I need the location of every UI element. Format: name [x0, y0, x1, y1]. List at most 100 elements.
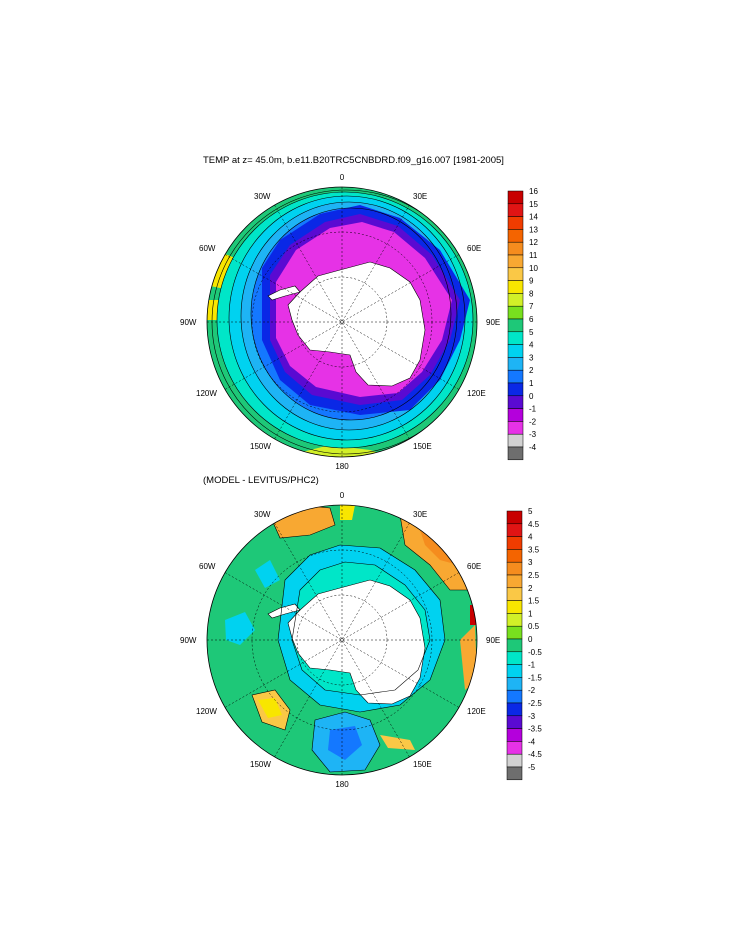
top-polar-map — [206, 186, 478, 458]
colorbar-swatch — [506, 651, 523, 665]
top-label-150e: 150E — [413, 442, 432, 451]
bottom-label-120w: 120W — [196, 707, 217, 716]
colorbar-label: 4.5 — [528, 520, 540, 529]
colorbar-label: -4.5 — [528, 750, 542, 759]
colorbar-swatch — [506, 638, 523, 653]
colorbar-label: 2.5 — [528, 571, 540, 580]
bottom-colorbar: 5 4.5 4 3.5 3 2.5 2 1.5 1 0.5 0 -0.5 -1 -1.5 -2 -2.5 -3 -… — [506, 507, 542, 781]
colorbar-label: -4 — [529, 443, 537, 452]
top-label-150w: 150W — [250, 442, 271, 451]
top-label-0: 0 — [340, 173, 345, 182]
colorbar-label: 16 — [529, 187, 538, 196]
top-label-120w: 120W — [196, 389, 217, 398]
colorbar-label: 14 — [529, 213, 538, 222]
colorbar-swatch — [507, 331, 524, 345]
top-label-90w: 90W — [180, 318, 197, 327]
colorbar-swatch — [507, 318, 524, 333]
bottom-label-60e: 60E — [467, 562, 481, 571]
colorbar-swatch — [506, 753, 523, 768]
colorbar-swatch — [506, 613, 523, 627]
bottom-label-90w: 90W — [180, 636, 197, 645]
colorbar-swatch — [507, 190, 524, 205]
bottom-longitude-labels: 0 30E 60E 90E 120E 150E 180 150W 120W 90… — [180, 491, 500, 789]
colorbar-swatch — [507, 293, 524, 307]
colorbar-swatch — [506, 587, 523, 601]
colorbar-label: 15 — [529, 200, 538, 209]
colorbar-label: 1.5 — [528, 597, 540, 606]
colorbar-swatch — [507, 280, 524, 294]
colorbar-label: 0 — [528, 635, 533, 644]
top-label-120e: 120E — [467, 389, 486, 398]
colorbar-label: 10 — [529, 264, 538, 273]
top-label-30w: 30W — [254, 192, 271, 201]
top-label-180: 180 — [335, 462, 349, 471]
colorbar-label: 0 — [529, 392, 534, 401]
colorbar-label: -3.5 — [528, 725, 542, 734]
colorbar-swatch — [507, 216, 524, 230]
colorbar-label: -2.5 — [528, 699, 542, 708]
colorbar-swatch — [506, 510, 523, 525]
colorbar-swatch — [506, 766, 523, 781]
colorbar-swatch — [507, 369, 524, 384]
colorbar-swatch — [507, 433, 524, 448]
colorbar-label: -1.5 — [528, 673, 542, 682]
colorbar-label: 9 — [529, 277, 534, 286]
bottom-label-180: 180 — [335, 780, 349, 789]
colorbar-label: 2 — [528, 584, 533, 593]
colorbar-label: 2 — [529, 366, 534, 375]
top-label-60e: 60E — [467, 244, 481, 253]
colorbar-swatch — [507, 408, 524, 422]
colorbar-swatch — [506, 536, 523, 550]
top-label-30e: 30E — [413, 192, 427, 201]
bottom-polar-map — [206, 504, 478, 776]
colorbar-label: 1 — [529, 379, 534, 388]
colorbar-label: 11 — [529, 251, 538, 260]
colorbar-swatch — [506, 728, 523, 742]
colorbar-label: -4 — [528, 737, 536, 746]
colorbar-label: 8 — [529, 289, 534, 298]
colorbar-label: -0.5 — [528, 648, 542, 657]
top-label-60w: 60W — [199, 244, 216, 253]
bottom-label-150w: 150W — [250, 760, 271, 769]
bottom-label-30e: 30E — [413, 510, 427, 519]
colorbar-label: -1 — [528, 661, 536, 670]
top-map-title: TEMP at z= 45.0m, b.e11.B20TRC5CNBDRD.f0… — [203, 155, 504, 166]
colorbar-label: 3.5 — [528, 545, 540, 554]
bottom-label-150e: 150E — [413, 760, 432, 769]
colorbar-swatch — [507, 357, 524, 371]
colorbar-label: 13 — [529, 225, 538, 234]
colorbar-swatch — [506, 677, 523, 691]
colorbar-label: 5 — [529, 328, 534, 337]
bottom-label-90e: 90E — [486, 636, 500, 645]
colorbar-label: -3 — [528, 712, 536, 721]
colorbar-label: 5 — [528, 507, 533, 516]
colorbar-swatch — [507, 446, 524, 461]
bottom-label-60w: 60W — [199, 562, 216, 571]
colorbar-label: 3 — [529, 353, 534, 362]
colorbar-label: -5 — [528, 763, 536, 772]
colorbar-swatch — [506, 702, 523, 717]
colorbar-swatch — [506, 523, 523, 537]
bottom-label-30w: 30W — [254, 510, 271, 519]
colorbar-swatch — [506, 715, 523, 729]
colorbar-label: 3 — [528, 558, 533, 567]
colorbar-swatch — [507, 203, 524, 217]
colorbar-label: 0.5 — [528, 622, 540, 631]
colorbar-swatch — [507, 254, 524, 269]
colorbar-label: 6 — [529, 315, 534, 324]
top-label-90e: 90E — [486, 318, 500, 327]
colorbar-label: -1 — [529, 405, 537, 414]
colorbar-swatch — [506, 574, 523, 589]
colorbar-label: 1 — [528, 609, 533, 618]
colorbar-swatch — [507, 305, 524, 320]
colorbar-swatch — [507, 395, 524, 409]
bottom-label-0: 0 — [340, 491, 345, 500]
colorbar-label: 4 — [529, 341, 534, 350]
colorbar-swatch — [507, 344, 524, 358]
colorbar-swatch — [506, 549, 523, 563]
colorbar-swatch — [506, 625, 523, 640]
top-longitude-labels: 0 30E 60E 90E 120E 150E 180 150W 120W 90… — [180, 173, 500, 471]
colorbar-swatch — [506, 561, 523, 576]
colorbar-label: 12 — [529, 238, 538, 247]
